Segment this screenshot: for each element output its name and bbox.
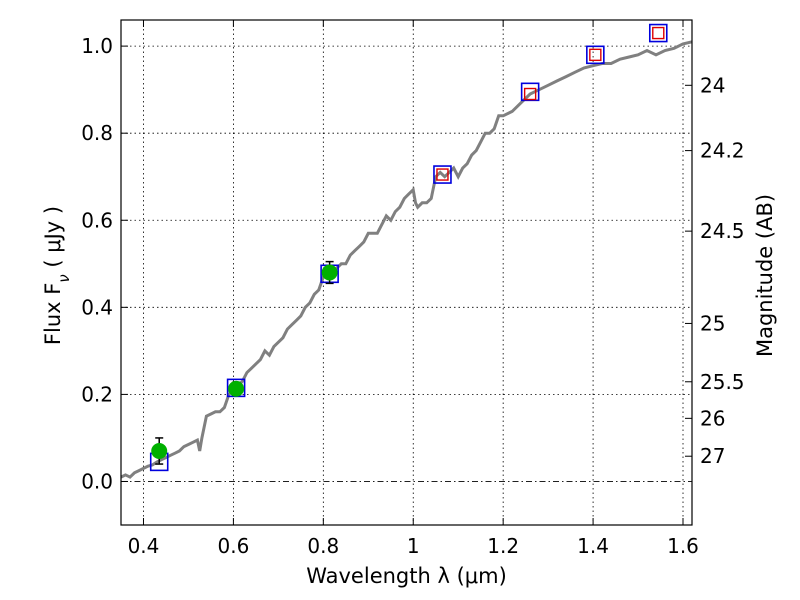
x-tick-label: 0.8 [307,534,339,558]
red-square-marker [523,87,537,101]
observed-point [151,442,168,459]
plot-frame [120,19,693,526]
x-tick-label: 1 [407,534,420,558]
magnitude-tick-label: 27 [700,444,725,468]
blue-square-marker [586,45,605,65]
model-sed-line [120,40,693,479]
x-tick-label: 0.4 [128,534,160,558]
magnitude-tick-label: 26 [700,406,725,430]
y-axis-title: Flux Fν ( μJy ) [41,206,73,345]
x-axis-title: Wavelength λ (μm) [306,564,507,588]
red-square-marker [589,48,602,62]
observed-point [228,380,245,397]
blue-square-marker [433,165,452,184]
magnitude-tick-label: 25 [700,311,725,335]
red-square-marker [652,26,665,40]
red-square-marker [436,168,449,181]
x-tick-label: 1.6 [667,534,699,558]
x-tick-label: 0.6 [217,534,249,558]
grid [121,20,692,525]
x-tick-label: 1.2 [487,534,519,558]
y-tick-label: 1.0 [81,34,113,58]
observed-point [321,264,338,281]
y2-axis-title: Magnitude (AB) [753,194,777,357]
magnitude-tick-label: 24.5 [700,219,745,243]
data-markers [149,23,668,472]
y-tick-label: 0.2 [81,382,113,406]
y-tick-label: 0.4 [81,295,113,319]
y-tick-label: 0.0 [81,469,113,493]
blue-square-marker [648,23,668,43]
axis-ticks: 0.4 0.6 0.8 1 1.2 1.4 1.6 0.0 0.2 0.4 0.6 0.8 1.0 24 2… [81,20,745,558]
magnitude-tick-label: 24.2 [700,139,745,163]
magnitude-tick-label: 24 [700,73,725,97]
y-tick-label: 0.8 [81,121,113,145]
y-tick-label: 0.6 [81,208,113,232]
magnitude-tick-label: 25.5 [700,370,745,394]
x-tick-label: 1.4 [577,534,609,558]
blue-square-marker [520,82,540,102]
